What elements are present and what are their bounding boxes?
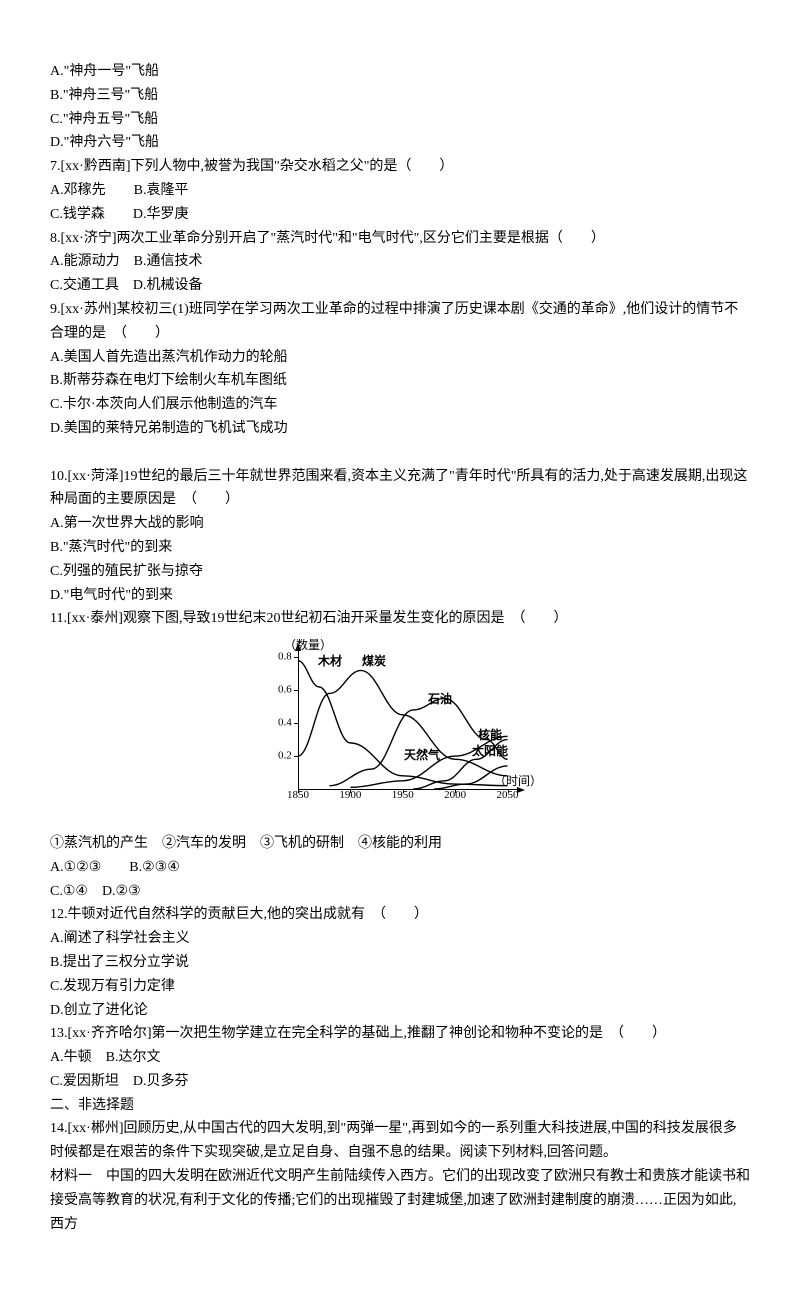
ytick: 0.6 — [278, 681, 292, 700]
series-label: 木材 — [318, 651, 342, 671]
question-stem: 14.[xx·郴州]回顾历史,从中国古代的四大发明,到"两弹一星",再到如今的一… — [50, 1117, 750, 1165]
question-stem: 7.[xx·黔西南]下列人物中,被誉为我国"杂交水稻之父"的是（ ） — [50, 155, 750, 179]
option: A.阐述了科学社会主义 — [50, 927, 750, 951]
series-label: 天然气 — [404, 745, 440, 765]
series-label: 煤炭 — [362, 651, 386, 671]
option: C."神舟五号"飞船 — [50, 108, 750, 132]
material: 材料一 中国的四大发明在欧洲近代文明产生前陆续传入西方。它们的出现改变了欧洲只有… — [50, 1165, 750, 1236]
series-label: 太阳能 — [472, 741, 508, 761]
option: C.钱学森 D.华罗庚 — [50, 203, 750, 227]
option: B."神舟三号"飞船 — [50, 84, 750, 108]
series-木材 — [298, 661, 508, 786]
option: B.斯蒂芬森在电灯下绘制火车机车图纸 — [50, 369, 750, 393]
energy-chart: （数量） （时间） 0.20.40.60.8185019001950200020… — [260, 637, 540, 817]
option: B."蒸汽时代"的到来 — [50, 536, 750, 560]
option: D."神舟六号"飞船 — [50, 131, 750, 155]
section-heading: 二、非选择题 — [50, 1094, 750, 1118]
option: A."神舟一号"飞船 — [50, 60, 750, 84]
chart-container: （数量） （时间） 0.20.40.60.8185019001950200020… — [50, 637, 750, 826]
option: A.能源动力 B.通信技术 — [50, 250, 750, 274]
option: A.邓稼先 B.袁隆平 — [50, 179, 750, 203]
option: A.牛顿 B.达尔文 — [50, 1046, 750, 1070]
series-label: 石油 — [428, 689, 452, 709]
option: C.①④ D.②③ — [50, 880, 750, 904]
option: C.爱因斯坦 D.贝多芬 — [50, 1070, 750, 1094]
option: C.交通工具 D.机械设备 — [50, 274, 750, 298]
option: D."电气时代"的到来 — [50, 584, 750, 608]
option: C.发现万有引力定律 — [50, 975, 750, 999]
question-items: ①蒸汽机的产生 ②汽车的发明 ③飞机的研制 ④核能的利用 — [50, 832, 750, 856]
option: B.提出了三权分立学说 — [50, 951, 750, 975]
option: A.美国人首先造出蒸汽机作动力的轮船 — [50, 346, 750, 370]
option: D.创立了进化论 — [50, 999, 750, 1023]
question-stem: 13.[xx·齐齐哈尔]第一次把生物学建立在完全科学的基础上,推翻了神创论和物种… — [50, 1022, 750, 1046]
ytick: 0.2 — [278, 747, 292, 766]
question-stem: 8.[xx·济宁]两次工业革命分别开启了"蒸汽时代"和"电气时代",区分它们主要… — [50, 227, 750, 251]
question-stem: 11.[xx·泰州]观察下图,导致19世纪末20世纪初石油开采量发生变化的原因是… — [50, 607, 750, 631]
option: C.列强的殖民扩张与掠夺 — [50, 560, 750, 584]
question-stem: 12.牛顿对近代自然科学的贡献巨大,他的突出成就有 （ ） — [50, 903, 750, 927]
question-stem: 9.[xx·苏州]某校初三(1)班同学在学习两次工业革命的过程中排演了历史课本剧… — [50, 298, 750, 346]
option: C.卡尔·本茨向人们展示他制造的汽车 — [50, 393, 750, 417]
question-stem: 10.[xx·菏泽]19世纪的最后三十年就世界范围来看,资本主义充满了"青年时代… — [50, 465, 750, 513]
option: A.第一次世界大战的影响 — [50, 512, 750, 536]
option: D.美国的莱特兄弟制造的飞机试飞成功 — [50, 417, 750, 441]
option: A.①②③ B.②③④ — [50, 856, 750, 880]
ytick: 0.4 — [278, 714, 292, 733]
ytick: 0.8 — [278, 648, 292, 667]
